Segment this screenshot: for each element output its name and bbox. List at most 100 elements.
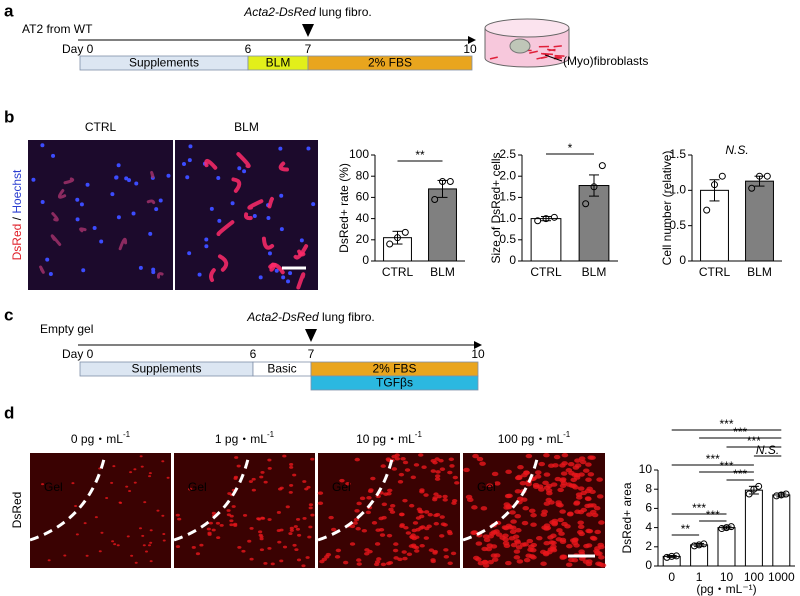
cell: [149, 560, 153, 563]
cell: [113, 543, 117, 546]
cell: [479, 461, 486, 466]
day-label: 10: [463, 42, 477, 56]
cell: [598, 555, 605, 560]
cell: [433, 521, 440, 526]
cell: [293, 244, 309, 260]
cell: [502, 525, 510, 531]
cell: [471, 505, 478, 510]
cell: [237, 546, 242, 549]
cell: [133, 481, 137, 484]
cell: [209, 268, 216, 283]
cell: [161, 514, 165, 517]
day-label: Day 0: [62, 347, 94, 361]
cell: [565, 562, 573, 567]
cell: [334, 555, 341, 559]
start-label: AT2 from WT: [22, 22, 93, 36]
cell: [433, 513, 439, 518]
dish-top: [484, 18, 570, 38]
cell: [105, 496, 109, 499]
cell: [276, 511, 281, 514]
cell: [118, 501, 122, 504]
condition-label: 10 pg・mL-1: [356, 430, 422, 446]
cell: [510, 542, 518, 548]
cell: [289, 529, 294, 532]
cell: [258, 530, 263, 534]
x-tick-label: BLM: [582, 265, 607, 279]
cell: [261, 236, 275, 250]
cell: [482, 563, 490, 568]
condition-label: 1 pg・mL-1: [215, 430, 275, 446]
y-tick-label: 6: [645, 501, 652, 515]
cell: [177, 517, 182, 521]
bar: [428, 188, 457, 262]
cell: [282, 545, 288, 549]
cell: [276, 529, 281, 532]
cell: [134, 561, 138, 564]
text-part: /: [10, 216, 24, 220]
data-point: [727, 523, 735, 531]
cell: [585, 561, 593, 567]
cell: [248, 480, 253, 483]
cell: [147, 544, 151, 547]
cell: [402, 498, 408, 503]
data-point: [663, 553, 671, 561]
cell: [543, 501, 551, 506]
arrow-head: [468, 36, 476, 44]
cell: [433, 492, 439, 497]
significance-label: ***: [719, 417, 733, 431]
cell: [356, 501, 362, 506]
cell: [590, 503, 597, 508]
nucleus: [131, 211, 136, 216]
cell: [519, 480, 527, 486]
nucleus: [40, 143, 45, 148]
cell: [438, 458, 444, 463]
data-point: [386, 240, 394, 248]
cell: [432, 551, 438, 555]
cell: [233, 522, 238, 526]
cell: [482, 534, 490, 539]
cell: [387, 488, 393, 493]
cell: [166, 476, 170, 479]
y-tick-label: 40: [356, 211, 370, 225]
cell: [432, 460, 438, 465]
cell: [285, 505, 290, 509]
arrow-head: [474, 341, 482, 349]
cell: [288, 532, 293, 535]
cell: [359, 496, 366, 501]
cell: [454, 481, 460, 485]
cell: [423, 510, 430, 514]
cell: [557, 487, 564, 493]
cell: [405, 531, 412, 535]
cell: [465, 494, 473, 500]
significance-label: **: [681, 522, 691, 536]
cell: [509, 529, 517, 535]
condition-label: 0 pg・mL-1: [71, 430, 131, 446]
y-tick-label: 2: [645, 539, 652, 553]
cell: [578, 456, 586, 461]
nucleus: [242, 169, 247, 174]
nucleus: [134, 181, 139, 186]
nucleus: [99, 239, 104, 244]
gel-label: Gel: [477, 480, 496, 494]
cell: [354, 457, 360, 462]
nucleus: [75, 197, 80, 202]
cell: [251, 477, 256, 481]
cell: [557, 517, 564, 523]
cell: [443, 555, 450, 559]
text-part: Acta2-DsRed: [243, 5, 316, 19]
cell: [442, 494, 448, 499]
cell: [204, 158, 218, 170]
y-tick-label: 80: [356, 168, 370, 182]
cell: [495, 532, 503, 537]
cell: [249, 526, 254, 530]
cell: [436, 494, 442, 499]
cell: [578, 531, 585, 537]
nucleus: [116, 215, 121, 220]
y-tick-label: 0.5: [499, 232, 516, 246]
cell: [580, 490, 587, 496]
cell: [175, 545, 181, 548]
cell: [231, 505, 236, 508]
cell: [560, 471, 568, 476]
cell: [499, 535, 506, 540]
cell: [418, 514, 425, 519]
